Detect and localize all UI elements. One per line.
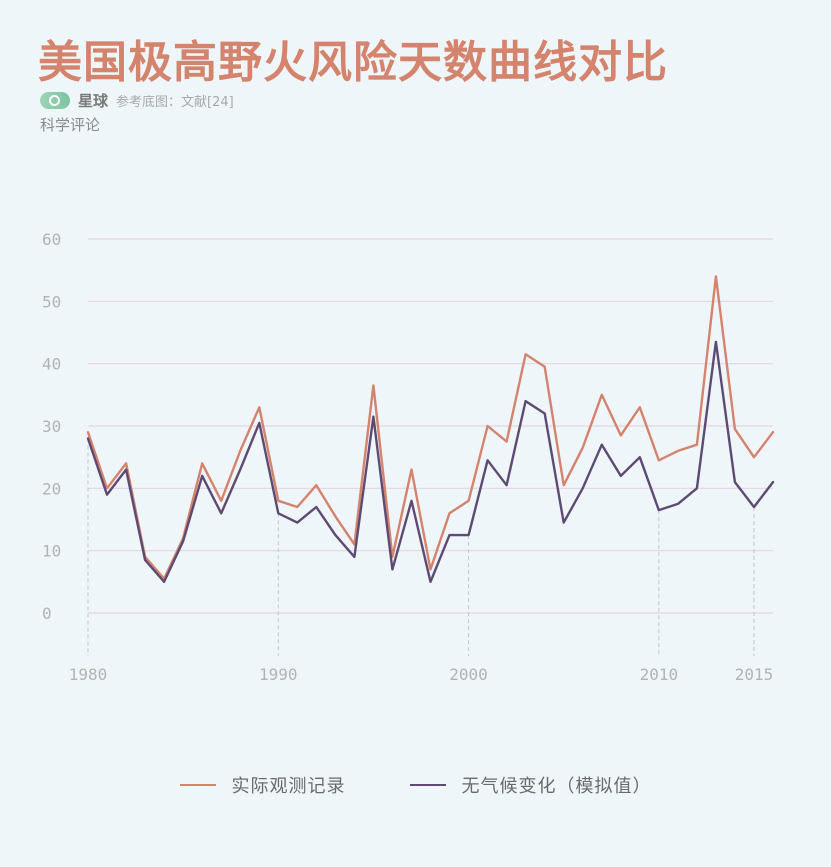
- chart-title: 美国极高野火风险天数曲线对比: [38, 37, 668, 88]
- line-chart: 0 10 20 30 40 50 60 1980 1990 2000 2010 2015: [42, 230, 775, 684]
- x-tick-label-2010: 2010: [640, 665, 679, 684]
- x-tick-label-1980: 1980: [69, 665, 108, 684]
- brand-subtitle: 科学评论: [40, 116, 101, 134]
- x-tick-label-2015: 2015: [735, 665, 774, 684]
- series-line-1: [86, 340, 775, 583]
- legend-item-natural: 无气候变化（模拟值）: [409, 772, 652, 798]
- y-tick-label-30: 30: [42, 417, 61, 436]
- legend-label-natural: 无气候变化（模拟值）: [461, 776, 652, 797]
- legend-label-observed: 实际观测记录: [231, 776, 346, 797]
- y-tick-label-40: 40: [42, 355, 61, 374]
- series-line-0: [86, 275, 775, 580]
- legend: 实际观测记录 无气候变化（模拟值）: [0, 772, 831, 798]
- legend-swatch-observed: [179, 784, 216, 786]
- brand-name: 星球: [78, 91, 109, 110]
- x-tick-label-2000: 2000: [449, 665, 488, 684]
- y-tick-label-60: 60: [42, 230, 61, 249]
- y-tick-label-20: 20: [42, 479, 61, 498]
- source-note: 参考底图：文献[24]: [116, 94, 234, 110]
- planet-logo-icon: [40, 91, 70, 109]
- legend-swatch-natural: [409, 784, 446, 786]
- legend-item-observed: 实际观测记录: [179, 772, 346, 798]
- x-tick-label-1990: 1990: [259, 665, 298, 684]
- y-tick-label-50: 50: [42, 292, 61, 311]
- brand: 星球 参考底图：文献[24]: [40, 90, 234, 110]
- y-tick-label-0: 0: [42, 604, 52, 623]
- y-tick-label-10: 10: [42, 542, 61, 561]
